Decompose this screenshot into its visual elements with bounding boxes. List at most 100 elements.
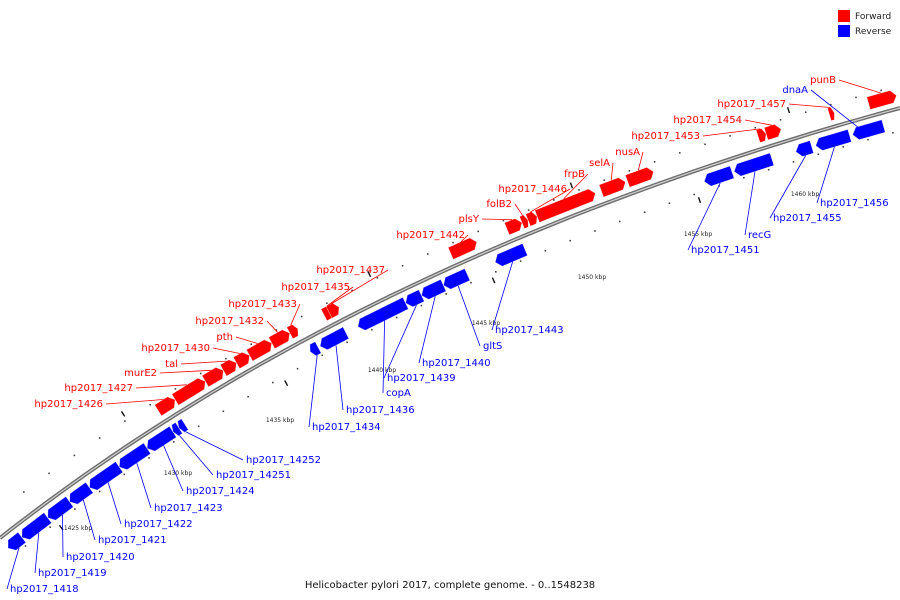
gene-arrow-recG[interactable] (733, 152, 775, 177)
gene-arrow-punB[interactable] (866, 90, 897, 110)
gene-arrow-hp2017_1440[interactable] (421, 278, 447, 300)
leader-line (744, 171, 756, 236)
gene-label-nusA[interactable]: nusA (615, 147, 640, 158)
tick-dot (23, 491, 25, 493)
tick-dot (222, 410, 225, 413)
gene-arrow-selA[interactable] (598, 177, 626, 198)
gene-label-hp2017_1453[interactable]: hp2017_1453 (631, 131, 700, 142)
gene-label-hp2017_1423[interactable]: hp2017_1423 (154, 503, 223, 514)
scale-label: 1450 kbp (578, 274, 606, 281)
leader-line (107, 482, 122, 525)
leader-line (810, 89, 871, 137)
scale-label: 1435 kbp (266, 417, 294, 424)
gene-arrow-tal[interactable] (219, 359, 237, 377)
gene-label-hp2017_14251[interactable]: hp2017_14251 (216, 470, 291, 481)
gene-label-hp2017_1454[interactable]: hp2017_1454 (673, 115, 742, 126)
gene-label-hp2017_1427[interactable]: hp2017_1427 (64, 383, 133, 394)
gene-label-dnaA[interactable]: dnaA (782, 85, 808, 96)
gene-arrow-hp2017_1439[interactable] (405, 289, 425, 308)
gene-arrow-murE2[interactable] (201, 367, 224, 388)
gene-arrow-copA[interactable] (357, 296, 409, 331)
tick-dot (247, 395, 249, 398)
gene-label-hp2017_1418[interactable]: hp2017_1418 (10, 584, 79, 595)
legend-swatch-forward (838, 10, 850, 22)
gene-label-hp2017_1442[interactable]: hp2017_1442 (396, 230, 465, 241)
gene-label-hp2017_1437[interactable]: hp2017_1437 (316, 265, 385, 276)
gene-arrow-hp2017_1426[interactable] (154, 396, 176, 417)
gene-arrow-hp2017_1455[interactable] (795, 140, 814, 157)
gene-label-hp2017_14252[interactable]: hp2017_14252 (246, 455, 321, 466)
gene-label-hp2017_1446[interactable]: hp2017_1446 (498, 184, 567, 195)
gene-arrow-hp2017_1451[interactable] (703, 165, 735, 187)
gene-arrow-frpB[interactable] (534, 188, 596, 223)
gene-label-hp2017_1456[interactable]: hp2017_1456 (820, 198, 889, 209)
leader-line (514, 203, 523, 216)
gene-label-punB[interactable]: punB (810, 75, 836, 86)
gene-label-hp2017_1432[interactable]: hp2017_1432 (195, 316, 264, 327)
gene-label-selA[interactable]: selA (589, 158, 610, 169)
gene-label-folB2[interactable]: folB2 (486, 199, 512, 210)
tick-dot (420, 304, 423, 307)
gene-label-hp2017_1434[interactable]: hp2017_1434 (312, 422, 381, 433)
scale-label: 1430 kbp (164, 470, 192, 477)
gene-label-hp2017_1451[interactable]: hp2017_1451 (691, 245, 760, 256)
gene-label-pth[interactable]: pth (216, 332, 233, 343)
gene-label-hp2017_1436[interactable]: hp2017_1436 (346, 405, 415, 416)
gene-arrow-hp2017_1430[interactable] (232, 351, 250, 370)
tick-dot (225, 357, 227, 360)
tick-dot (754, 127, 757, 129)
gene-arrow-hp2017_1427[interactable] (171, 377, 206, 406)
tick-dot (98, 437, 101, 439)
leader-line (335, 345, 344, 411)
tick-dot (502, 219, 505, 222)
gene-arrow-hp2017_1436[interactable] (319, 326, 350, 351)
gene-arrow-gltS[interactable] (443, 268, 471, 290)
tick-mark (284, 380, 289, 387)
gene-label-hp2017_1439[interactable]: hp2017_1439 (387, 373, 456, 384)
gene-label-hp2017_1433[interactable]: hp2017_1433 (228, 299, 297, 310)
tick-dot (527, 209, 530, 211)
gene-label-hp2017_1426[interactable]: hp2017_1426 (34, 399, 103, 410)
gene-label-plsY[interactable]: plsY (459, 214, 480, 225)
gene-label-hp2017_1430[interactable]: hp2017_1430 (141, 343, 210, 354)
tick-dot (452, 241, 454, 244)
gene-label-hp2017_1435[interactable]: hp2017_1435 (281, 282, 350, 293)
gene-label-hp2017_1455[interactable]: hp2017_1455 (773, 213, 842, 224)
gene-label-hp2017_1421[interactable]: hp2017_1421 (98, 535, 167, 546)
gene-label-recG[interactable]: recG (748, 230, 771, 241)
gene-arrow-hp2017_1457[interactable] (827, 106, 835, 122)
gene-arrow-hp2017_1432[interactable] (268, 329, 291, 350)
tick-dot (148, 457, 150, 459)
gene-label-hp2017_1443[interactable]: hp2017_1443 (495, 325, 564, 336)
leader-line (491, 261, 513, 331)
leader-line (159, 369, 212, 374)
gene-arrow-hp2017_1454[interactable] (763, 123, 782, 141)
gene-arrow-hp2017_14252[interactable] (177, 418, 189, 433)
gene-arrow-dnaA[interactable] (852, 119, 886, 141)
leader-line (290, 303, 301, 326)
gene-arrow-hp2017_1443[interactable] (494, 243, 528, 267)
gene-label-hp2017_1424[interactable]: hp2017_1424 (186, 486, 255, 497)
gene-label-hp2017_1420[interactable]: hp2017_1420 (66, 552, 135, 563)
gene-arrow-hp2017_1456[interactable] (815, 129, 852, 151)
gene-label-murE2[interactable]: murE2 (124, 368, 157, 379)
gene-arrow-hp2017_1453[interactable] (755, 128, 767, 143)
gene-arrow-plsY[interactable] (504, 218, 523, 236)
gene-label-hp2017_1457[interactable]: hp2017_1457 (717, 99, 786, 110)
gene-arrow-hp2017_1434[interactable] (309, 341, 322, 357)
gene-label-hp2017_1440[interactable]: hp2017_1440 (422, 358, 491, 369)
gene-label-hp2017_1422[interactable]: hp2017_1422 (124, 519, 193, 530)
gene-arrow-nusA[interactable] (624, 166, 654, 188)
gene-label-hp2017_1419[interactable]: hp2017_1419 (38, 568, 107, 579)
gene-label-copA[interactable]: copA (386, 388, 411, 399)
tick-dot (653, 161, 656, 163)
gene-arrow-hp2017_1442[interactable] (447, 237, 478, 260)
gene-label-frpB[interactable]: frpB (564, 169, 585, 180)
tick-dot (594, 230, 596, 232)
gene-arrow-folB2[interactable] (519, 214, 529, 229)
gene-arrow-pth[interactable] (245, 339, 273, 362)
tick-dot (693, 193, 695, 196)
gene-label-gltS[interactable]: gltS (483, 341, 502, 352)
gene-label-tal[interactable]: tal (165, 359, 178, 370)
leader-line (563, 173, 589, 199)
